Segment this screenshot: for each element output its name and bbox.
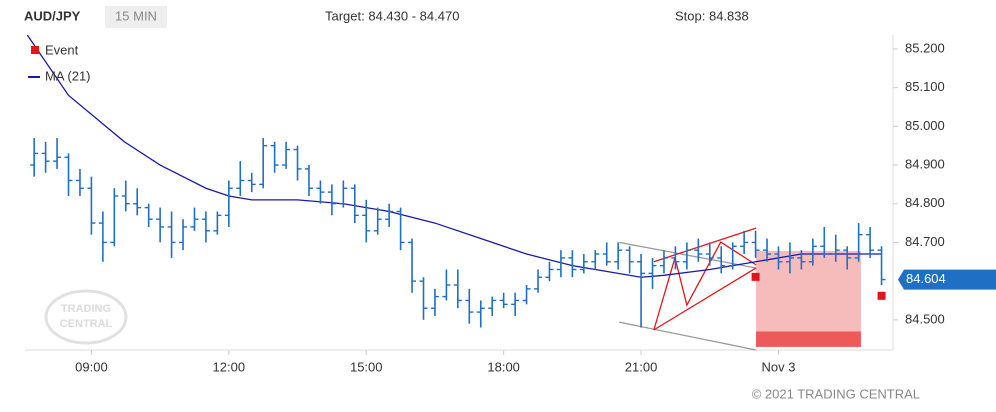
- last-price-tag: [898, 269, 996, 290]
- watermark-ring: [44, 289, 128, 345]
- watermark: TRADING CENTRAL: [44, 289, 128, 345]
- pattern-line: [618, 321, 757, 351]
- last-price-label: 84.604: [906, 271, 946, 286]
- y-tick-label: 85.200: [905, 40, 945, 55]
- x-tick-label: 15:00: [350, 359, 383, 374]
- y-tick-label: 84.700: [905, 234, 945, 249]
- pattern-line: [653, 227, 757, 263]
- stop: Stop: 84.838: [675, 8, 749, 23]
- x-tick-label: 09:00: [75, 359, 108, 374]
- y-tick-label: 85.100: [905, 79, 945, 94]
- interval-box: [105, 6, 167, 28]
- x-tick-label: Nov 3: [762, 359, 796, 374]
- y-tick-label: 84.500: [905, 311, 945, 326]
- watermark-text: TRADING: [61, 303, 111, 315]
- y-tick-label: 84.900: [905, 156, 945, 171]
- pattern-line: [653, 267, 757, 331]
- event-marker: [751, 272, 760, 281]
- footer: © 2021 TRADING CENTRAL: [752, 386, 920, 401]
- symbol: AUD/JPY: [24, 8, 81, 23]
- x-tick-label: 12:00: [213, 359, 246, 374]
- legend-label: MA (21): [45, 68, 91, 83]
- ma-line: [26, 34, 882, 278]
- target-zone: [756, 331, 861, 347]
- y-tick-label: 84.800: [905, 195, 945, 210]
- watermark-text: CENTRAL: [60, 318, 113, 330]
- legend-label: Event: [45, 42, 79, 57]
- x-tick-label: 18:00: [487, 359, 520, 374]
- interval: 15 MIN: [115, 8, 157, 23]
- event-marker: [877, 291, 886, 300]
- x-tick-label: 21:00: [625, 359, 658, 374]
- target: Target: 84.430 - 84.470: [325, 8, 459, 23]
- y-tick-label: 85.000: [905, 118, 945, 133]
- legend-event-swatch: [31, 46, 39, 54]
- stop-zone: [756, 250, 861, 332]
